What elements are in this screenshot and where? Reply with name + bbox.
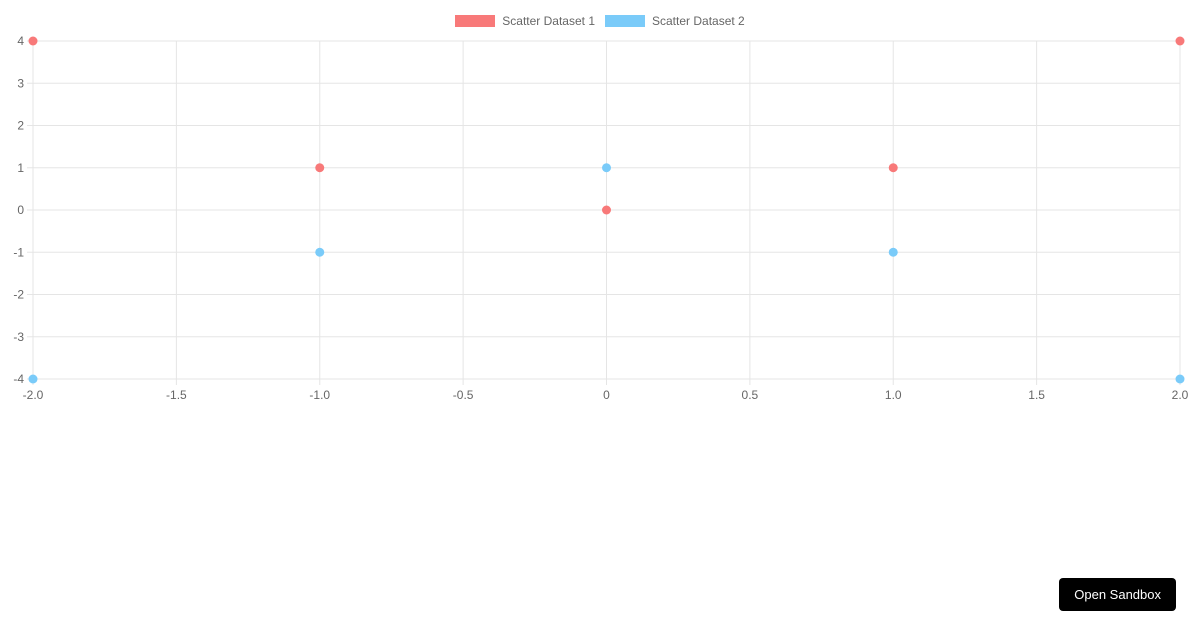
legend-swatch-dataset-2 [605, 15, 645, 27]
scatter-point-dataset-1[interactable] [602, 205, 611, 215]
legend-item-dataset-2[interactable]: Scatter Dataset 2 [605, 15, 745, 27]
y-tick-label: -2 [13, 288, 24, 302]
scatter-point-dataset-1[interactable] [1175, 36, 1185, 46]
legend-label-dataset-1: Scatter Dataset 1 [502, 14, 595, 28]
y-tick-label: -3 [13, 330, 24, 344]
y-tick-label: 4 [17, 34, 24, 48]
scatter-chart[interactable]: Scatter Dataset 1 Scatter Dataset 2 -2.0… [0, 0, 1200, 420]
y-tick-label: -4 [13, 372, 24, 386]
chart-legend: Scatter Dataset 1 Scatter Dataset 2 [0, 15, 1200, 27]
scatter-point-dataset-2[interactable] [888, 247, 898, 257]
legend-label-dataset-2: Scatter Dataset 2 [652, 14, 745, 28]
y-tick-label: 0 [17, 203, 24, 217]
x-tick-label: 1.5 [1028, 388, 1045, 402]
scatter-point-dataset-2[interactable] [315, 247, 325, 257]
x-tick-label: -0.5 [453, 388, 474, 402]
scatter-point-dataset-2[interactable] [1175, 374, 1185, 384]
x-tick-label: -1.5 [166, 388, 187, 402]
scatter-point-dataset-1[interactable] [315, 163, 325, 173]
y-tick-label: 2 [17, 119, 24, 133]
scatter-point-dataset-2[interactable] [28, 374, 38, 384]
legend-swatch-dataset-1 [455, 15, 496, 27]
x-tick-label: -1.0 [309, 388, 330, 402]
scatter-point-dataset-1[interactable] [888, 163, 898, 173]
y-tick-label: 1 [17, 161, 24, 175]
x-tick-label: 0 [603, 388, 610, 402]
open-sandbox-button[interactable]: Open Sandbox [1059, 578, 1176, 611]
scatter-point-dataset-1[interactable] [28, 36, 38, 46]
x-tick-label: 1.0 [885, 388, 902, 402]
y-tick-label: -1 [13, 245, 24, 259]
scatter-point-dataset-2[interactable] [602, 163, 611, 173]
legend-item-dataset-1[interactable]: Scatter Dataset 1 [455, 15, 595, 27]
x-tick-label: 0.5 [742, 388, 759, 402]
y-tick-label: 3 [17, 76, 24, 90]
x-tick-label: 2.0 [1172, 388, 1189, 402]
x-tick-label: -2.0 [23, 388, 44, 402]
chart-plot-area[interactable]: -2.0 -1.5 -1.0 -0.5 0 0.5 1.0 1.5 2.0 4 3 2 1 0 -1 -2 -3… [0, 0, 1200, 420]
